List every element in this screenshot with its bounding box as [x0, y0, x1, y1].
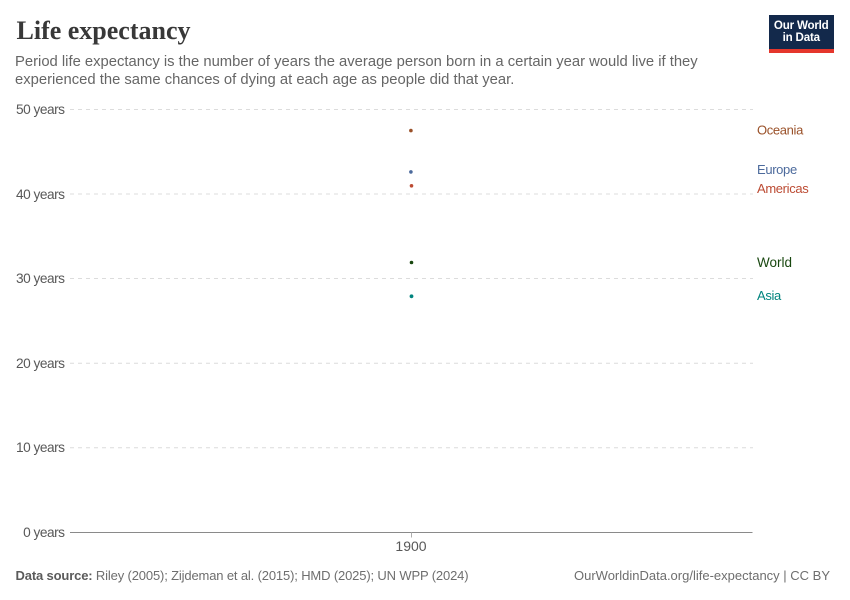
svg-text:Europe: Europe	[757, 162, 797, 177]
svg-text:1900: 1900	[395, 538, 426, 554]
svg-text:30 years: 30 years	[16, 271, 65, 286]
svg-text:50 years: 50 years	[16, 102, 65, 117]
svg-text:Oceania: Oceania	[757, 123, 804, 138]
svg-text:World: World	[757, 255, 792, 270]
svg-text:Americas: Americas	[757, 181, 809, 196]
svg-text:20 years: 20 years	[16, 356, 65, 371]
svg-text:Asia: Asia	[757, 288, 782, 303]
svg-text:40 years: 40 years	[16, 187, 65, 202]
svg-text:0 years: 0 years	[23, 525, 65, 540]
svg-text:10 years: 10 years	[16, 440, 65, 455]
